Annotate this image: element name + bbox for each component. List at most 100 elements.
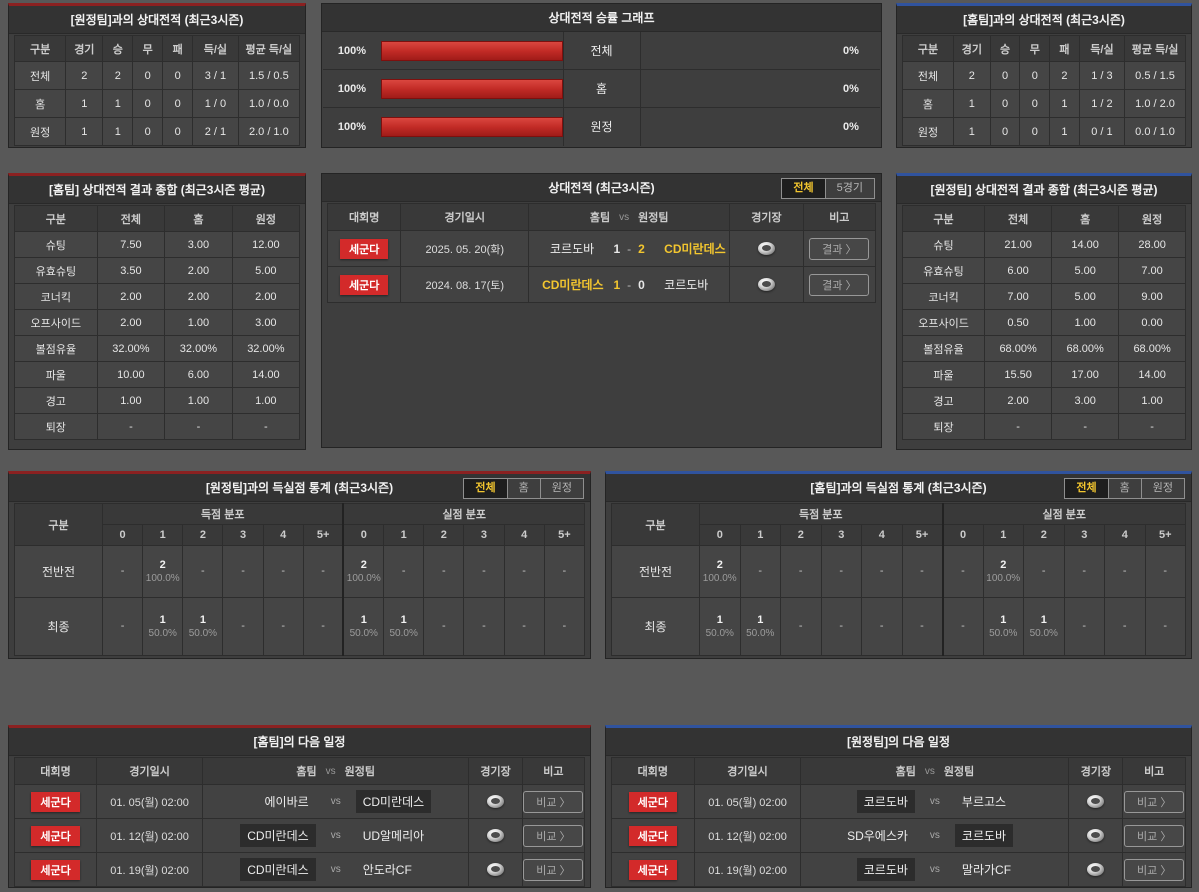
compare-button[interactable]: 비교 〉 bbox=[523, 824, 584, 847]
stat-row: 볼점유율 68.00% 68.00% 68.00% bbox=[901, 335, 1186, 362]
row-label: 파울 bbox=[14, 361, 98, 388]
col-header: 대회명 bbox=[13, 757, 98, 785]
cell: 0.00 bbox=[1118, 309, 1186, 336]
remark-cell: 결과 〉 bbox=[802, 266, 877, 303]
cell: 32.00% bbox=[96, 335, 166, 362]
cell: 32.00% bbox=[164, 335, 233, 362]
dist-cell: - bbox=[861, 597, 903, 656]
result-button[interactable]: 결과 〉 bbox=[809, 237, 870, 260]
col-header: 전체 bbox=[96, 205, 166, 232]
col-header: 비고 bbox=[521, 757, 586, 785]
goal-count-header: 2 bbox=[1023, 524, 1065, 546]
dist-cell: - bbox=[463, 545, 505, 598]
row-label: 오프사이드 bbox=[14, 309, 98, 336]
stadium-icon[interactable] bbox=[757, 242, 775, 255]
dist-cell: 1 50.0% bbox=[383, 597, 425, 656]
num-header-row: 0 1 2 3 4 5+ 0 1 2 3 4 5+ bbox=[612, 524, 1186, 546]
away-bar-track bbox=[641, 79, 823, 99]
tab-all[interactable]: 전체 bbox=[782, 179, 825, 198]
dist-cell: 2 100.0% bbox=[699, 545, 741, 598]
home-header: 홈팀 bbox=[589, 212, 611, 224]
stadium-icon[interactable] bbox=[487, 863, 505, 876]
tab-away[interactable]: 원정 bbox=[539, 479, 583, 498]
chart-row-label: 원정 bbox=[562, 108, 641, 146]
tab-5games[interactable]: 5경기 bbox=[824, 179, 874, 198]
vs-header: vs bbox=[619, 211, 630, 223]
panel-title: [원정팀]과의 상대전적 (최근3시즌) bbox=[9, 6, 305, 34]
dist-cell: - bbox=[820, 545, 862, 598]
league-cell: 세군다 bbox=[13, 852, 98, 887]
col-header: 승 bbox=[989, 35, 1021, 62]
record-row: 전체 2 2 0 0 3 / 1 1.5 / 0.5 bbox=[13, 61, 301, 90]
compare-button[interactable]: 비교 〉 bbox=[1124, 790, 1185, 813]
stadium-icon[interactable] bbox=[757, 278, 775, 291]
cell: 2.00 bbox=[984, 387, 1053, 414]
tab-home[interactable]: 홈 bbox=[1107, 479, 1141, 498]
record-row: 전체 2 0 0 2 1 / 3 0.5 / 1.5 bbox=[902, 61, 1186, 90]
stadium-icon[interactable] bbox=[1087, 795, 1105, 808]
h2h-filter-tabs: 전체 5경기 bbox=[781, 178, 875, 199]
compare-button[interactable]: 비교 〉 bbox=[1124, 858, 1185, 881]
col-header: 승 bbox=[102, 35, 134, 62]
compare-button[interactable]: 비교 〉 bbox=[523, 790, 584, 813]
stat-row: 코너킥 2.00 2.00 2.00 bbox=[14, 283, 301, 310]
cell: 68.00% bbox=[1118, 335, 1186, 362]
cell: 1 bbox=[952, 89, 991, 118]
panel-title: 상대전적 승률 그래프 bbox=[322, 4, 881, 32]
tab-all[interactable]: 전체 bbox=[464, 479, 507, 498]
stadium-icon[interactable] bbox=[1087, 863, 1105, 876]
stadium-icon[interactable] bbox=[487, 829, 505, 842]
cell: 12.00 bbox=[231, 231, 301, 258]
tab-away[interactable]: 원정 bbox=[1140, 479, 1184, 498]
league-badge: 세군다 bbox=[628, 825, 677, 846]
panel-title: [홈팀]과의 상대전적 (최근3시즌) bbox=[897, 6, 1191, 34]
dist-cell: - bbox=[1104, 545, 1146, 598]
away-team-name: 부르고스 bbox=[961, 795, 1007, 809]
tab-all[interactable]: 전체 bbox=[1065, 479, 1108, 498]
date-cell: 01. 12(월) 02:00 bbox=[96, 818, 204, 853]
league-badge: 세군다 bbox=[31, 859, 80, 880]
dist-cell: - bbox=[222, 545, 264, 598]
compare-button[interactable]: 비교 〉 bbox=[523, 858, 584, 881]
chart-row-label: 홈 bbox=[562, 70, 641, 107]
cell: 28.00 bbox=[1118, 231, 1186, 258]
row-label: 홈 bbox=[13, 89, 67, 118]
cell: 1 bbox=[102, 117, 134, 146]
header-row: 대회명 경기일시 홈팀 vs 원정팀 경기장 비고 bbox=[611, 757, 1186, 785]
schedule-table: 대회명 경기일시 홈팀 vs 원정팀 경기장 비고 세군다 01. 05(월) 02… bbox=[611, 757, 1186, 887]
stadium-icon[interactable] bbox=[1087, 829, 1105, 842]
dist-cell: - bbox=[383, 545, 425, 598]
vs-label: vs bbox=[929, 830, 940, 841]
header-row: 구분 경기 승 무 패 득/실 평균 득/실 bbox=[902, 35, 1186, 62]
remark-cell: 비교 〉 bbox=[1122, 852, 1186, 887]
teams-cell: SD우에스카 vs 코르도바 bbox=[800, 818, 1070, 853]
away-header: 원정팀 bbox=[344, 766, 375, 778]
col-header: 경기장 bbox=[1068, 757, 1124, 785]
goal-count-header: 4 bbox=[861, 524, 903, 546]
stadium-icon[interactable] bbox=[487, 795, 505, 808]
league-badge: 세군다 bbox=[628, 791, 677, 812]
scored-group-header: 득점 분포 bbox=[102, 503, 344, 525]
row-label: 코너킥 bbox=[901, 283, 986, 310]
chart-row-total: 100% 전체 0% bbox=[323, 32, 880, 70]
cell: 0 bbox=[162, 89, 194, 118]
dist-cell: - bbox=[1063, 597, 1105, 656]
panel-title-text: 상대전적 (최근3시즌) bbox=[548, 181, 655, 195]
cell: 3 / 1 bbox=[192, 61, 239, 90]
panel-goal-dist-vs-awayteam: [원정팀]과의 득실점 통계 (최근3시즌) 전체 홈 원정 구분 득점 분포 … bbox=[8, 471, 591, 659]
row-label: 파울 bbox=[901, 361, 986, 388]
dist-cell: 2 100.0% bbox=[982, 545, 1024, 598]
teams-cell: CD미란데스 vs UD알메리아 bbox=[202, 818, 470, 853]
compare-button[interactable]: 비교 〉 bbox=[1124, 824, 1185, 847]
cell: 2.00 bbox=[164, 283, 233, 310]
result-button[interactable]: 결과 〉 bbox=[809, 273, 870, 296]
tab-home[interactable]: 홈 bbox=[506, 479, 540, 498]
dist-row-final: 최종 - 1 50.0% 1 50.0% - - - 1 50.0% 1 50.0% -… bbox=[14, 597, 586, 656]
league-cell: 세군다 bbox=[13, 784, 98, 819]
date-cell: 01. 05(월) 02:00 bbox=[693, 784, 802, 819]
cell: 0 bbox=[132, 61, 164, 90]
home-winrate-bar bbox=[381, 78, 563, 99]
result-summary-table: 구분 전체 홈 원정 슈팅 21.00 14.00 28.00 유효슈팅 6.00 5.0… bbox=[901, 205, 1186, 440]
panel-title: [원정팀]과의 득실점 통계 (최근3시즌) 전체 홈 원정 bbox=[9, 474, 590, 502]
match-date: 2024. 08. 17(토) bbox=[425, 279, 505, 292]
